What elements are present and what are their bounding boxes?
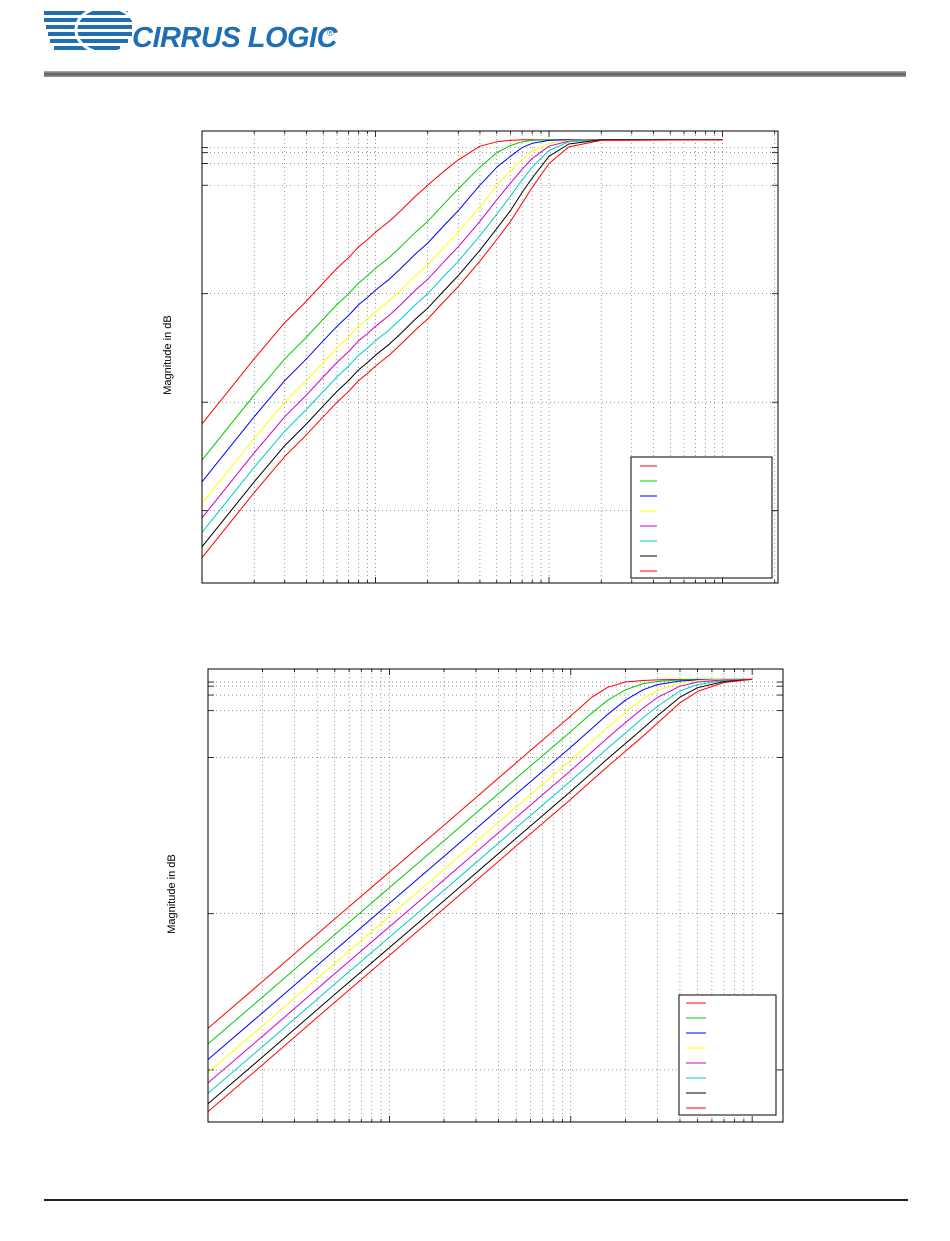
header-rule: [44, 71, 906, 77]
series-line-6: [202, 139, 723, 533]
plot-area: [208, 678, 753, 1112]
chart-2-svg: [207, 668, 784, 1123]
series-line-4: [208, 678, 753, 1073]
company-logo: [44, 4, 344, 58]
series-line-6: [208, 678, 753, 1094]
footer-rule: [44, 1199, 908, 1201]
company-name: CIRRUS LOGIC: [132, 22, 338, 54]
series-line-8: [208, 678, 753, 1112]
series-line-1: [202, 139, 723, 425]
series-line-3: [208, 678, 753, 1060]
chart-1-svg: [201, 130, 779, 584]
series-line-2: [208, 678, 753, 1045]
series-line-8: [202, 139, 723, 559]
series-line-5: [208, 678, 753, 1084]
series-line-2: [202, 139, 723, 461]
series-line-4: [202, 139, 723, 504]
legend-box: [630, 456, 773, 579]
series-line-1: [208, 678, 753, 1029]
chart-2: Magnitude in dB: [166, 668, 784, 1123]
plot-frame: [201, 130, 779, 584]
series-line-7: [208, 678, 753, 1105]
registered-mark: ®: [327, 28, 334, 38]
series-line-3: [202, 139, 723, 483]
plot-area: [202, 139, 723, 559]
series-line-5: [202, 139, 723, 519]
plot-frame: [207, 668, 784, 1123]
chart-1: Magnitude in dB: [0, 0, 950, 620]
legend-box: [678, 994, 777, 1116]
series-line-7: [202, 139, 723, 548]
